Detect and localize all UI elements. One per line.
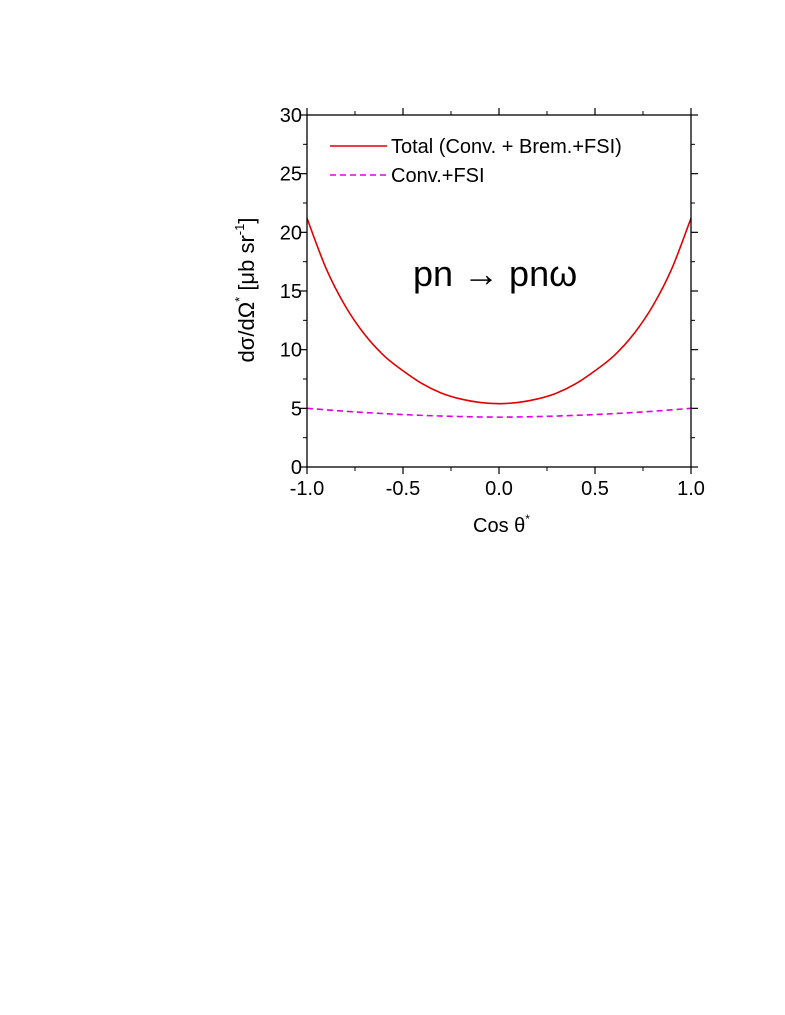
y-axis-label-main: dσ/dΩ (234, 302, 259, 363)
series-line-1 (306, 217, 692, 405)
x-axis-label-main: Cos θ (473, 515, 525, 537)
y-axis-label-unit-exponent: -1 (232, 224, 247, 236)
series-line-2 (306, 407, 692, 418)
y-axis-label-superscript: * (232, 297, 247, 302)
y-tick-label: 0 (291, 457, 302, 479)
y-tick-label: 25 (280, 164, 302, 186)
x-tick-label: -0.5 (386, 478, 420, 500)
plot-area: -1.0 -0.5 0.0 0.5 1.0 0 5 10 15 20 25 30 Total (Conv… (280, 105, 705, 500)
x-tick-label: -1.0 (290, 478, 324, 500)
chart-annotation: pn → pnω (413, 253, 577, 294)
y-tick-label: 15 (280, 281, 302, 303)
y-tick-label: 10 (280, 340, 302, 362)
x-axis-label-superscript: * (525, 512, 530, 526)
x-axis-label: Cos θ* (473, 512, 530, 537)
x-tick-label: 1.0 (677, 478, 705, 500)
y-tick-label: 30 (280, 105, 302, 127)
legend-label-2: Conv.+FSI (391, 165, 485, 187)
legend-label-1: Total (Conv. + Brem.+FSI) (391, 136, 622, 158)
y-tick-label: 20 (280, 222, 302, 244)
y-tick-label: 5 (291, 398, 302, 420)
x-tick-label: 0.5 (581, 478, 609, 500)
y-axis-label-unit: [μb sr (234, 235, 259, 297)
y-axis-label-unit-close: ] (234, 218, 259, 224)
x-tick-label: 0.0 (485, 478, 513, 500)
y-axis-label: dσ/dΩ* [μb sr-1] (232, 218, 259, 363)
